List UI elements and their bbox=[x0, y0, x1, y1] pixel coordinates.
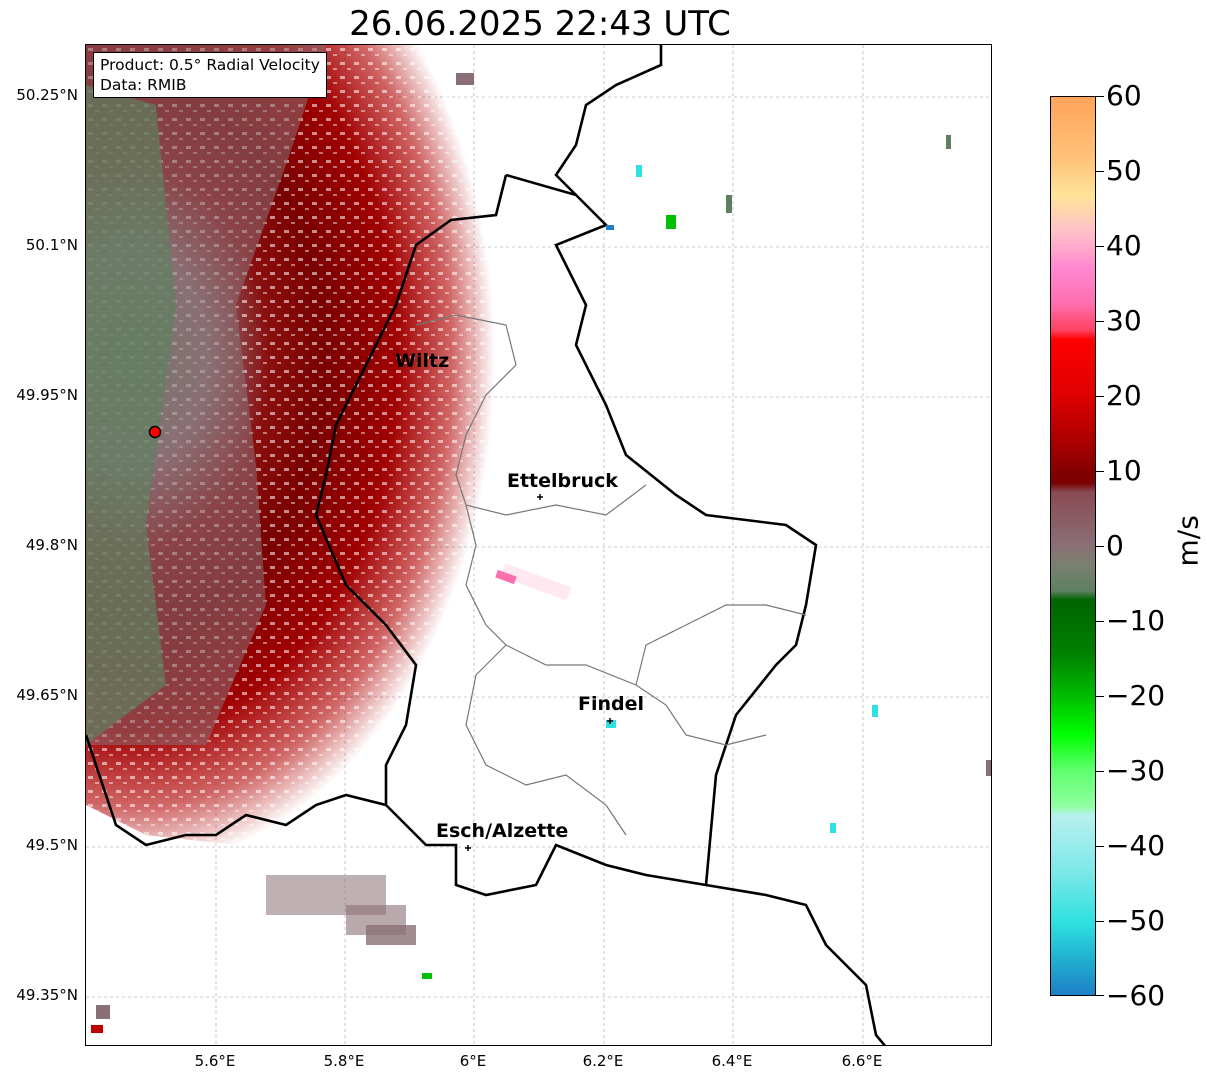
map-title: 26.06.2025 22:43 UTC bbox=[349, 4, 731, 44]
product-label: Product: 0.5° Radial Velocity bbox=[100, 56, 320, 74]
lon-label: 6.6°E bbox=[841, 1052, 883, 1070]
colorbar-tick-label: 10 bbox=[1106, 454, 1142, 487]
lat-label: 50.25°N bbox=[16, 86, 78, 104]
colorbar-tick-label: −30 bbox=[1106, 754, 1166, 787]
lon-label: 6°E bbox=[459, 1052, 487, 1070]
lat-label: 49.5°N bbox=[25, 836, 78, 854]
colorbar-tick-label: 60 bbox=[1106, 79, 1142, 112]
data-source-label: Data: RMIB bbox=[100, 76, 187, 94]
velocity-colorbar bbox=[1050, 96, 1096, 996]
lat-label: 49.65°N bbox=[16, 686, 78, 704]
city-markers bbox=[465, 494, 613, 851]
colorbar-tick-label: 40 bbox=[1106, 229, 1142, 262]
country-borders bbox=[86, 45, 887, 1045]
lon-label: 6.4°E bbox=[711, 1052, 753, 1070]
colorbar-tick-label: 30 bbox=[1106, 304, 1142, 337]
city-label-findel: Findel bbox=[578, 693, 645, 715]
lat-label: 50.1°N bbox=[25, 236, 78, 254]
colorbar-tick-label: −20 bbox=[1106, 679, 1166, 712]
radar-site-marker bbox=[148, 425, 162, 439]
colorbar-tick-label: −40 bbox=[1106, 829, 1166, 862]
colorbar-tick-label: 50 bbox=[1106, 154, 1142, 187]
map-canvas bbox=[86, 45, 991, 1045]
lat-label: 49.35°N bbox=[16, 986, 78, 1004]
product-info-box: Product: 0.5° Radial Velocity Data: RMIB bbox=[93, 52, 327, 98]
radar-echo-field bbox=[86, 45, 656, 845]
city-label-ettelbruck: Ettelbruck bbox=[507, 470, 618, 492]
colorbar-tick-label: −50 bbox=[1106, 904, 1166, 937]
lat-label: 49.95°N bbox=[16, 386, 78, 404]
scatter-echoes bbox=[91, 73, 991, 1033]
radar-map[interactable] bbox=[85, 44, 992, 1046]
district-borders bbox=[415, 314, 807, 836]
colorbar-tick-label: 0 bbox=[1106, 529, 1124, 562]
lon-label: 5.8°E bbox=[323, 1052, 365, 1070]
colorbar-tick-label: 20 bbox=[1106, 379, 1142, 412]
city-label-wiltz: Wiltz bbox=[395, 350, 450, 372]
colorbar-tick-label: −10 bbox=[1106, 604, 1166, 637]
lat-label: 49.8°N bbox=[25, 536, 78, 554]
colorbar-tick-label: −60 bbox=[1106, 979, 1166, 1012]
lon-label: 6.2°E bbox=[582, 1052, 624, 1070]
colorbar-unit-label: m/s bbox=[1171, 515, 1205, 567]
city-label-esch: Esch/Alzette bbox=[436, 820, 569, 842]
lon-label: 5.6°E bbox=[194, 1052, 236, 1070]
